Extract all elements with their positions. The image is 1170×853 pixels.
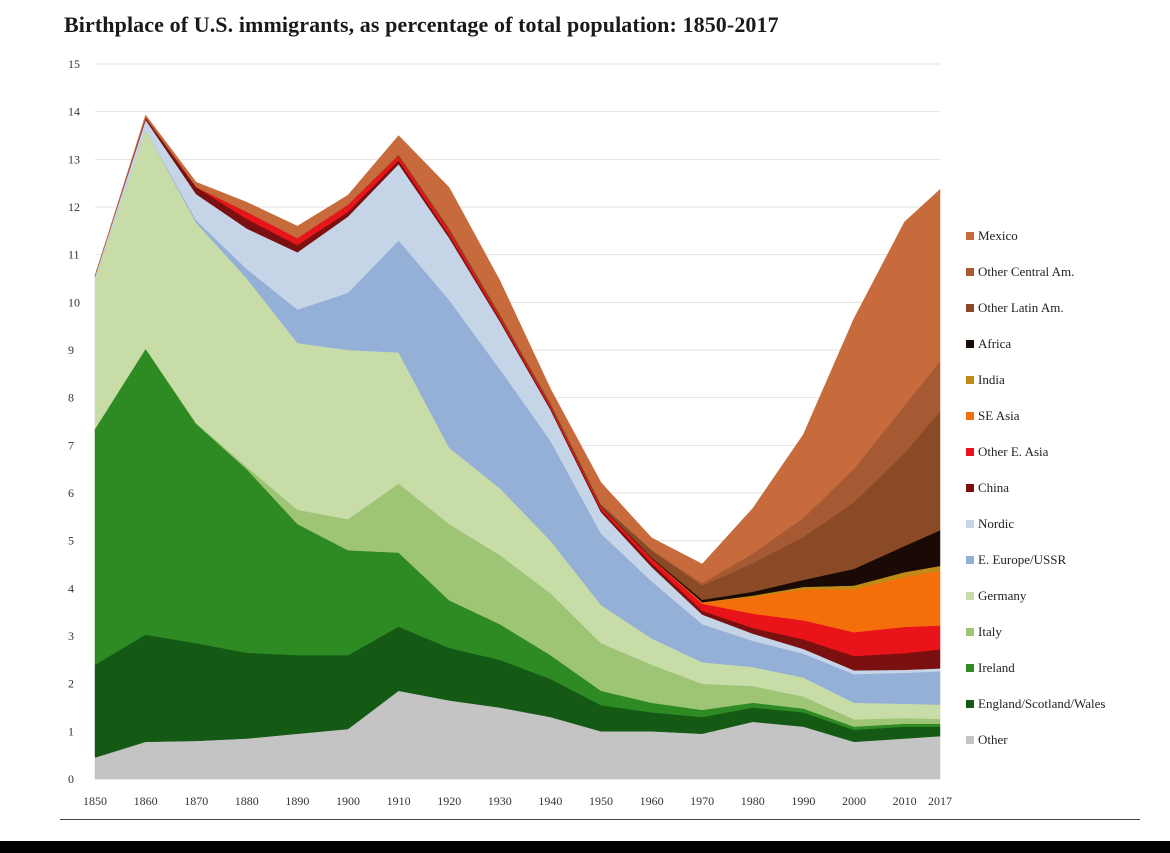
y-tick-label: 6: [68, 486, 74, 500]
x-tick-label: 1900: [336, 794, 360, 808]
x-tick-label: 1870: [184, 794, 208, 808]
legend-label-other-e-asia: Other E. Asia: [978, 444, 1049, 459]
y-tick-label: 0: [68, 772, 74, 786]
legend-swatch-nordic: [966, 520, 974, 528]
y-tick-label: 13: [68, 152, 80, 166]
area-mexico: [94, 114, 941, 584]
x-tick-label: 1880: [235, 794, 259, 808]
bottom-rule: [60, 819, 1140, 820]
legend-swatch-other: [966, 736, 974, 744]
legend-swatch-italy: [966, 628, 974, 636]
legend-swatch-china: [966, 484, 974, 492]
y-tick-label: 5: [68, 534, 74, 548]
legend-swatch-germany: [966, 592, 974, 600]
x-tick-label: 1890: [285, 794, 309, 808]
legend-label-england-scotland-wales: England/Scotland/Wales: [978, 696, 1105, 711]
x-tick-label: 1970: [690, 794, 714, 808]
bottom-bar: [0, 841, 1170, 853]
legend-label-germany: Germany: [978, 588, 1027, 603]
stacked-areas: [94, 114, 941, 780]
x-tick-label: 1990: [791, 794, 815, 808]
x-axis: 1850 1860 1870 1880 1890 1900 1910 1920 1930 1940…: [83, 794, 952, 808]
chart-title: Birthplace of U.S. immigrants, as percen…: [64, 12, 779, 37]
x-tick-label: 2017: [928, 794, 952, 808]
y-tick-label: 14: [68, 105, 80, 119]
x-tick-label: 1910: [387, 794, 411, 808]
legend-swatch-other-e-asia: [966, 448, 974, 456]
legend-swatch-e-europe-ussr: [966, 556, 974, 564]
y-tick-label: 1: [68, 724, 74, 738]
x-tick-label: 1980: [741, 794, 765, 808]
legend-swatch-mexico: [966, 232, 974, 240]
legend-label-china: China: [978, 480, 1009, 495]
x-tick-label: 1920: [437, 794, 461, 808]
y-tick-label: 7: [68, 438, 74, 452]
y-tick-label: 15: [68, 57, 80, 71]
y-tick-label: 2: [68, 677, 74, 691]
legend-label-other: Other: [978, 732, 1008, 747]
y-tick-label: 10: [68, 295, 80, 309]
x-tick-label: 1930: [488, 794, 512, 808]
x-tick-label: 2010: [893, 794, 917, 808]
x-tick-label: 1940: [538, 794, 562, 808]
legend-label-other-latin-am: Other Latin Am.: [978, 300, 1064, 315]
legend-swatch-se-asia: [966, 412, 974, 420]
y-tick-label: 4: [68, 581, 74, 595]
legend-label-e-europe-ussr: E. Europe/USSR: [978, 552, 1066, 567]
y-tick-label: 12: [68, 200, 80, 214]
legend-swatch-india: [966, 376, 974, 384]
x-tick-label: 1960: [640, 794, 664, 808]
y-tick-label: 3: [68, 629, 74, 643]
y-tick-label: 9: [68, 343, 74, 357]
legend-label-mexico: Mexico: [978, 228, 1018, 243]
x-tick-label: 2000: [842, 794, 866, 808]
legend: Mexico Other Central Am. Other Latin Am. Af…: [966, 228, 1105, 747]
legend-swatch-england-scotland-wales: [966, 700, 974, 708]
legend-label-india: India: [978, 372, 1005, 387]
legend-label-nordic: Nordic: [978, 516, 1014, 531]
legend-label-italy: Italy: [978, 624, 1002, 639]
x-tick-label: 1860: [134, 794, 158, 808]
legend-swatch-ireland: [966, 664, 974, 672]
legend-label-other-central-am: Other Central Am.: [978, 264, 1074, 279]
legend-swatch-other-latin-am: [966, 304, 974, 312]
legend-swatch-africa: [966, 340, 974, 348]
y-tick-label: 8: [68, 391, 74, 405]
y-tick-label: 11: [68, 248, 80, 262]
legend-label-se-asia: SE Asia: [978, 408, 1020, 423]
legend-label-ireland: Ireland: [978, 660, 1015, 675]
legend-swatch-other-central-am: [966, 268, 974, 276]
x-tick-label: 1850: [83, 794, 107, 808]
legend-label-africa: Africa: [978, 336, 1011, 351]
x-tick-label: 1950: [589, 794, 613, 808]
